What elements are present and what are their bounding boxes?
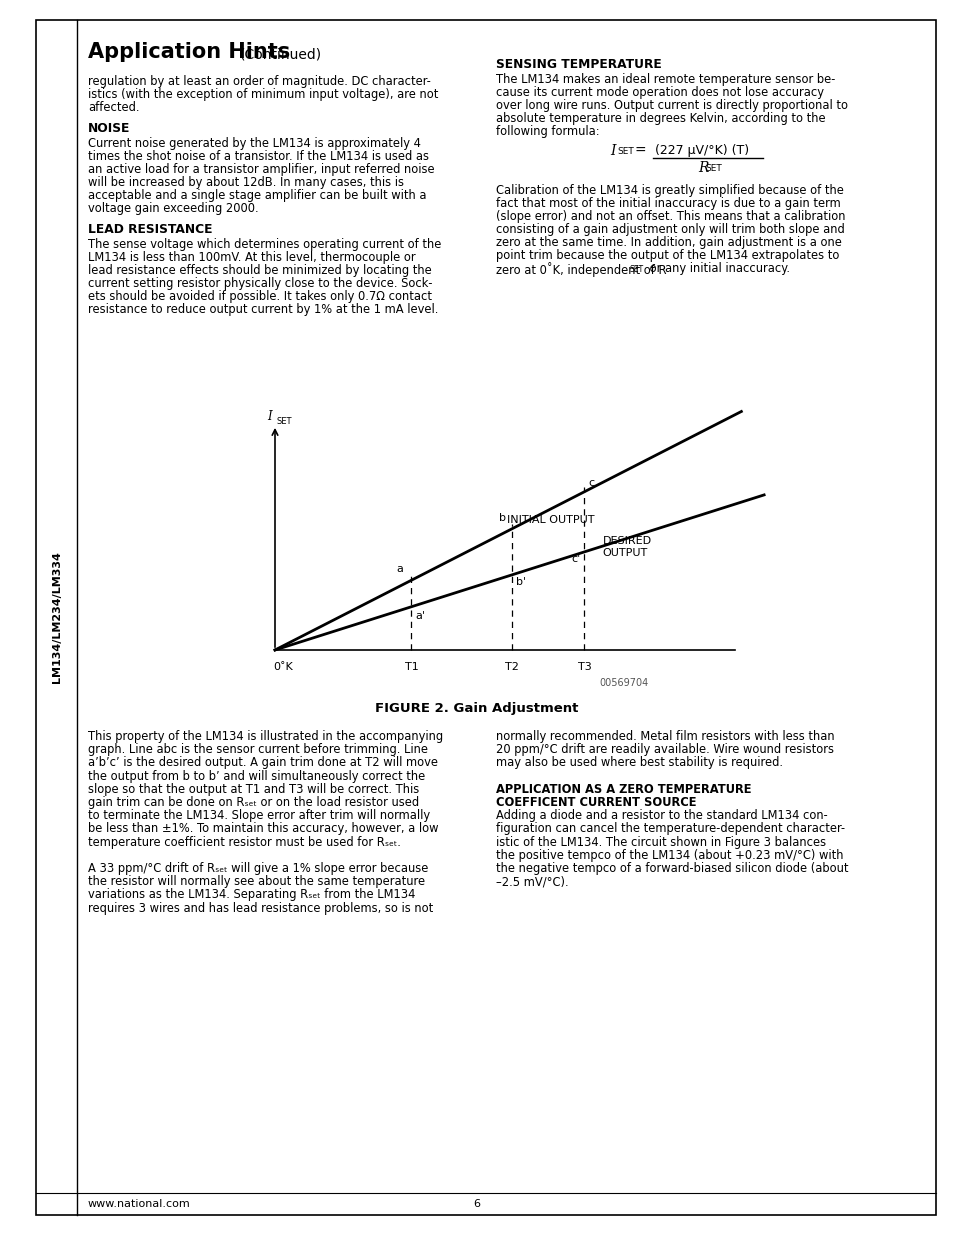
Text: be less than ±1%. To maintain this accuracy, however, a low: be less than ±1%. To maintain this accur… bbox=[88, 823, 438, 835]
Text: zero at the same time. In addition, gain adjustment is a one: zero at the same time. In addition, gain… bbox=[496, 236, 841, 249]
Text: acceptable and a single stage amplifier can be built with a: acceptable and a single stage amplifier … bbox=[88, 189, 426, 203]
Text: 20 ppm/°C drift are readily available. Wire wound resistors: 20 ppm/°C drift are readily available. W… bbox=[496, 743, 833, 756]
Text: The sense voltage which determines operating current of the: The sense voltage which determines opera… bbox=[88, 238, 441, 251]
Text: T1: T1 bbox=[404, 662, 418, 672]
Text: over long wire runs. Output current is directly proportional to: over long wire runs. Output current is d… bbox=[496, 99, 847, 112]
Text: SET: SET bbox=[704, 164, 721, 173]
Text: the positive tempco of the LM134 (about +0.23 mV/°C) with: the positive tempco of the LM134 (about … bbox=[496, 848, 842, 862]
Text: A 33 ppm/°C drift of Rₛₑₜ will give a 1% slope error because: A 33 ppm/°C drift of Rₛₑₜ will give a 1%… bbox=[88, 862, 428, 876]
Text: current setting resistor physically close to the device. Sock-: current setting resistor physically clos… bbox=[88, 277, 432, 290]
Text: NOISE: NOISE bbox=[88, 122, 131, 135]
Text: Calibration of the LM134 is greatly simplified because of the: Calibration of the LM134 is greatly simp… bbox=[496, 184, 843, 198]
Text: I: I bbox=[267, 410, 272, 424]
Text: I: I bbox=[609, 144, 615, 158]
Text: 0˚K: 0˚K bbox=[273, 662, 293, 672]
Text: 00569704: 00569704 bbox=[599, 678, 648, 688]
Text: R: R bbox=[698, 161, 708, 175]
Text: LM134 is less than 100mV. At this level, thermocouple or: LM134 is less than 100mV. At this level,… bbox=[88, 251, 416, 264]
Text: –2.5 mV/°C).: –2.5 mV/°C). bbox=[496, 876, 568, 888]
Text: Adding a diode and a resistor to the standard LM134 con-: Adding a diode and a resistor to the sta… bbox=[496, 809, 827, 823]
Text: Current noise generated by the LM134 is approximately 4: Current noise generated by the LM134 is … bbox=[88, 137, 420, 149]
Text: requires 3 wires and has lead resistance problems, so is not: requires 3 wires and has lead resistance… bbox=[88, 902, 433, 915]
Text: following formula:: following formula: bbox=[496, 125, 599, 138]
Text: regulation by at least an order of magnitude. DC character-: regulation by at least an order of magni… bbox=[88, 75, 431, 88]
Text: Application Hints: Application Hints bbox=[88, 42, 290, 62]
Text: SET: SET bbox=[629, 266, 643, 274]
Text: zero at 0˚K, independent of R: zero at 0˚K, independent of R bbox=[496, 262, 666, 277]
Text: 6: 6 bbox=[473, 1199, 480, 1209]
Text: to terminate the LM134. Slope error after trim will normally: to terminate the LM134. Slope error afte… bbox=[88, 809, 430, 823]
Text: INITIAL OUTPUT: INITIAL OUTPUT bbox=[506, 515, 594, 525]
Text: This property of the LM134 is illustrated in the accompanying: This property of the LM134 is illustrate… bbox=[88, 730, 442, 743]
Text: slope so that the output at T1 and T3 will be correct. This: slope so that the output at T1 and T3 wi… bbox=[88, 783, 418, 795]
Text: (227 μV/°K) (T): (227 μV/°K) (T) bbox=[655, 144, 748, 157]
Text: point trim because the output of the LM134 extrapolates to: point trim because the output of the LM1… bbox=[496, 249, 839, 262]
Text: c: c bbox=[588, 478, 594, 488]
Text: a: a bbox=[396, 564, 403, 574]
Text: a’b’c’ is the desired output. A gain trim done at T2 will move: a’b’c’ is the desired output. A gain tri… bbox=[88, 756, 437, 769]
Text: times the shot noise of a transistor. If the LM134 is used as: times the shot noise of a transistor. If… bbox=[88, 149, 429, 163]
Text: T3: T3 bbox=[577, 662, 591, 672]
Text: affected.: affected. bbox=[88, 101, 139, 114]
Text: the output from b to b’ and will simultaneously correct the: the output from b to b’ and will simulta… bbox=[88, 769, 425, 783]
Text: LEAD RESISTANCE: LEAD RESISTANCE bbox=[88, 224, 213, 236]
Text: SET: SET bbox=[276, 416, 293, 426]
Text: figuration can cancel the temperature-dependent character-: figuration can cancel the temperature-de… bbox=[496, 823, 844, 835]
Text: c': c' bbox=[571, 553, 579, 564]
Text: consisting of a gain adjustment only will trim both slope and: consisting of a gain adjustment only wil… bbox=[496, 224, 843, 236]
Text: b: b bbox=[498, 513, 505, 522]
Text: APPLICATION AS A ZERO TEMPERATURE: APPLICATION AS A ZERO TEMPERATURE bbox=[496, 783, 751, 795]
Text: will be increased by about 12dB. In many cases, this is: will be increased by about 12dB. In many… bbox=[88, 177, 403, 189]
Text: ets should be avoided if possible. It takes only 0.7Ω contact: ets should be avoided if possible. It ta… bbox=[88, 290, 432, 303]
Text: www.national.com: www.national.com bbox=[88, 1199, 191, 1209]
Text: (Continued): (Continued) bbox=[240, 47, 322, 61]
Text: or any initial inaccuracy.: or any initial inaccuracy. bbox=[645, 262, 789, 275]
Text: DESIRED
OUTPUT: DESIRED OUTPUT bbox=[601, 536, 651, 558]
Text: COEFFICENT CURRENT SOURCE: COEFFICENT CURRENT SOURCE bbox=[496, 797, 696, 809]
Text: istic of the LM134. The circuit shown in Figure 3 balances: istic of the LM134. The circuit shown in… bbox=[496, 836, 825, 848]
Text: (slope error) and not an offset. This means that a calibration: (slope error) and not an offset. This me… bbox=[496, 210, 844, 224]
Text: cause its current mode operation does not lose accuracy: cause its current mode operation does no… bbox=[496, 86, 823, 99]
Text: a': a' bbox=[416, 611, 425, 621]
Text: the negative tempco of a forward-biased silicon diode (about: the negative tempco of a forward-biased … bbox=[496, 862, 847, 876]
Text: FIGURE 2. Gain Adjustment: FIGURE 2. Gain Adjustment bbox=[375, 701, 578, 715]
Text: LM134/LM234/LM334: LM134/LM234/LM334 bbox=[52, 552, 62, 683]
Text: The LM134 makes an ideal remote temperature sensor be-: The LM134 makes an ideal remote temperat… bbox=[496, 73, 835, 86]
Text: SENSING TEMPERATURE: SENSING TEMPERATURE bbox=[496, 58, 661, 70]
Text: =: = bbox=[635, 144, 646, 158]
Text: SET: SET bbox=[617, 147, 633, 156]
Text: gain trim can be done on Rₛₑₜ or on the load resistor used: gain trim can be done on Rₛₑₜ or on the … bbox=[88, 797, 418, 809]
Text: voltage gain exceeding 2000.: voltage gain exceeding 2000. bbox=[88, 203, 258, 215]
Text: normally recommended. Metal film resistors with less than: normally recommended. Metal film resisto… bbox=[496, 730, 834, 743]
Text: absolute temperature in degrees Kelvin, according to the: absolute temperature in degrees Kelvin, … bbox=[496, 112, 824, 125]
Text: fact that most of the initial inaccuracy is due to a gain term: fact that most of the initial inaccuracy… bbox=[496, 198, 840, 210]
Text: graph. Line abc is the sensor current before trimming. Line: graph. Line abc is the sensor current be… bbox=[88, 743, 428, 756]
Text: resistance to reduce output current by 1% at the 1 mA level.: resistance to reduce output current by 1… bbox=[88, 303, 438, 316]
Text: b': b' bbox=[515, 577, 525, 587]
Text: may also be used where best stability is required.: may also be used where best stability is… bbox=[496, 756, 782, 769]
Text: the resistor will normally see about the same temperature: the resistor will normally see about the… bbox=[88, 876, 425, 888]
Text: temperature coefficient resistor must be used for Rₛₑₜ.: temperature coefficient resistor must be… bbox=[88, 836, 400, 848]
Text: istics (with the exception of minimum input voltage), are not: istics (with the exception of minimum in… bbox=[88, 88, 438, 101]
Text: variations as the LM134. Separating Rₛₑₜ from the LM134: variations as the LM134. Separating Rₛₑₜ… bbox=[88, 888, 415, 902]
Text: an active load for a transistor amplifier, input referred noise: an active load for a transistor amplifie… bbox=[88, 163, 435, 177]
Text: lead resistance effects should be minimized by locating the: lead resistance effects should be minimi… bbox=[88, 264, 432, 277]
Text: T2: T2 bbox=[504, 662, 518, 672]
